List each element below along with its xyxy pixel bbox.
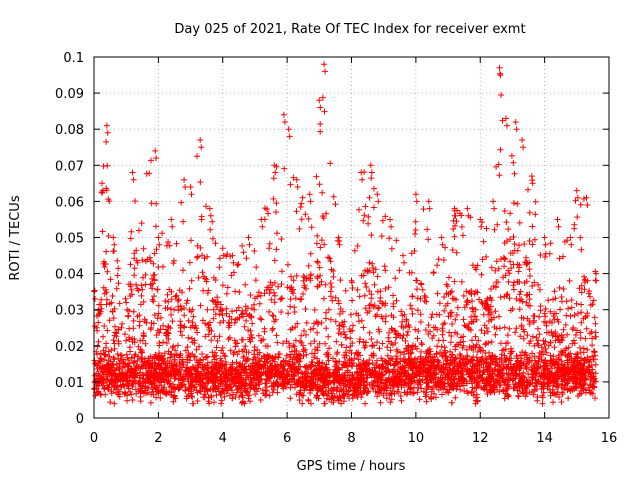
x-tick-label: 10 [408, 431, 425, 446]
y-axis-label: ROTI / TECUs [8, 195, 23, 280]
x-tick-label: 12 [472, 431, 489, 446]
x-tick-label: 14 [536, 431, 553, 446]
y-tick-label: 0 [76, 412, 84, 427]
y-tick-label: 0.05 [55, 232, 84, 247]
y-tick-label: 0.1 [63, 51, 84, 66]
y-tick-labels: 0 0.01 0.02 0.03 0.04 0.05 0.06 0.07 0.08 0.09 0.1 [55, 51, 84, 427]
y-tick-label: 0.06 [55, 195, 84, 210]
x-tick-label: 6 [283, 431, 291, 446]
y-tick-label: 0.09 [55, 87, 84, 102]
y-tick-label: 0.03 [55, 304, 84, 319]
x-tick-label: 0 [90, 431, 98, 446]
y-tick-label: 0.01 [55, 376, 84, 391]
x-axis-label: GPS time / hours [297, 459, 406, 474]
x-tick-label: 4 [219, 431, 227, 446]
y-tick-label: 0.07 [55, 159, 84, 174]
x-tick-labels: 0 2 4 6 8 10 12 14 16 [90, 431, 617, 446]
chart-title: Day 025 of 2021, Rate Of TEC Index for r… [174, 22, 525, 37]
data-points [91, 61, 600, 407]
y-tick-label: 0.04 [55, 268, 84, 283]
x-tick-label: 16 [601, 431, 618, 446]
grid-lines [94, 57, 609, 418]
x-tick-label: 2 [154, 431, 162, 446]
y-tick-label: 0.02 [55, 340, 84, 355]
axis-ticks [93, 56, 610, 419]
y-tick-label: 0.08 [55, 123, 84, 138]
x-tick-label: 8 [347, 431, 355, 446]
data-point-markers [91, 61, 600, 407]
